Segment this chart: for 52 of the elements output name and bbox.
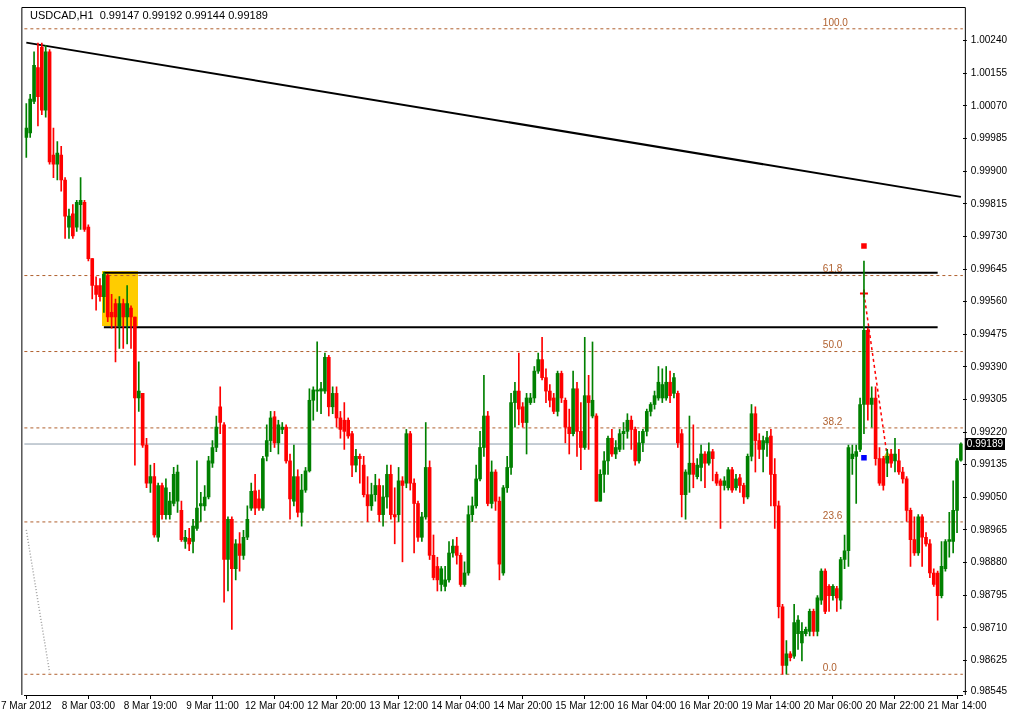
chart-title: USDCAD,H1 0.99147 0.99192 0.99144 0.99189 [30,9,268,21]
y-tick-label: 0.99815 [970,197,1008,209]
y-tick-label: 0.99390 [970,360,1008,372]
x-tick-label: 12 Mar 04:00 [245,699,305,711]
x-tick-label: 13 Mar 12:00 [369,699,429,711]
y-tick-label: 0.99645 [970,262,1008,274]
y-tick-label: 0.99900 [970,164,1008,176]
y-tick-label: 0.98965 [970,523,1008,535]
candlestick [691,424,696,489]
candlestick [125,285,129,345]
annotation: 38.2 [822,415,843,427]
x-tick-label: 8 Mar 03:00 [61,699,116,711]
y-tick-label: 0.98710 [970,621,1008,633]
y-tick-label: 0.99050 [970,491,1008,503]
x-tick-label: 20 Mar 06:00 [803,699,863,711]
x-tick-label: 20 Mar 22:00 [865,699,925,711]
y-tick-label: 0.99730 [970,230,1008,242]
y-tick-label: 0.99135 [970,458,1008,470]
x-tick-label: 16 Mar 20:00 [679,699,739,711]
y-tick-label: 0.99305 [970,393,1008,405]
annotation: 0.0 [822,662,838,674]
y-tick-label: 1.00070 [970,99,1008,111]
x-tick-label: 12 Mar 20:00 [307,699,367,711]
ref-line-label: 0.99189 [966,437,1004,449]
x-tick-label: 19 Mar 14:00 [741,699,801,711]
x-tick-label: 14 Mar 20:00 [493,699,553,711]
x-tick-label: 8 Mar 19:00 [123,699,178,711]
y-tick-label: 0.99560 [970,295,1008,307]
x-tick-label: 15 Mar 12:00 [555,699,615,711]
annotation: 100.0 [822,16,849,28]
y-tick-label: 0.98880 [970,556,1008,568]
x-tick-label: 7 Mar 2012 [1,699,53,711]
y-tick-label: 0.98545 [970,684,1008,696]
annotation: 61.8 [822,263,843,275]
y-tick-label: 0.99985 [970,132,1008,144]
y-tick-label: 1.00240 [970,34,1008,46]
candlestick [893,437,897,473]
candlestick [136,361,141,412]
x-tick-label: 16 Mar 04:00 [617,699,677,711]
y-tick-label: 0.99475 [970,328,1008,340]
x-tick-label: 14 Mar 04:00 [431,699,491,711]
y-tick-label: 0.99220 [970,425,1008,437]
x-tick-label: 9 Mar 11:00 [186,699,240,711]
annotation: 23.6 [822,509,843,521]
y-tick-label: 0.98625 [970,654,1008,666]
y-tick-label: 1.00155 [970,67,1008,79]
candlestick [869,386,874,428]
candlestick [710,449,715,482]
candlestick [183,530,188,549]
annotation: 50.0 [822,339,843,351]
x-tick-label: 21 Mar 14:00 [927,699,987,711]
y-tick-label: 0.98795 [970,588,1008,600]
